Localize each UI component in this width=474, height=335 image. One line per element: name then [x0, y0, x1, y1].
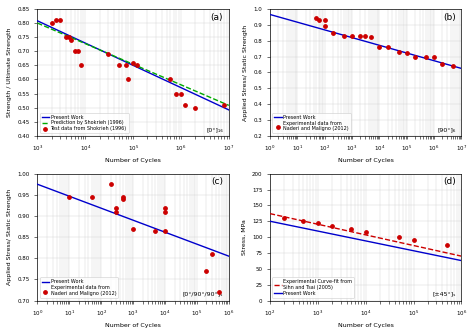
Experimental data from
Naderi and Maligno (2012)	[113, 209, 120, 214]
Legend: Present Work, Experimental data from
Naderi and Maligno (2012): Present Work, Experimental data from Nad…	[40, 277, 118, 298]
Experimental data from
Naderi and Maligno (2012)	[361, 33, 369, 39]
Test data from Shokrieh (1996)	[122, 63, 129, 68]
X-axis label: Number of Cycles: Number of Cycles	[338, 323, 394, 328]
Experimental data from
Naderi and Maligno (2012)	[315, 17, 322, 23]
Text: (c): (c)	[211, 178, 223, 187]
Legend: Present Work, Prediction by Shokrieh (1996), Test data from Shokrieh (1996): Present Work, Prediction by Shokrieh (19…	[40, 113, 128, 133]
Experimental data from
Naderi and Maligno (2012)	[203, 268, 210, 274]
Experimental data from
Naderi and Maligno (2012)	[120, 194, 128, 200]
Y-axis label: Stress, MPa: Stress, MPa	[241, 219, 246, 255]
Experimental data from
Naderi and Maligno (2012)	[321, 17, 328, 23]
Experimental data from
Naderi and Maligno (2012)	[449, 63, 457, 69]
Test data from Shokrieh (1996)	[173, 91, 180, 96]
Test data from Shokrieh (1996)	[129, 60, 137, 65]
Test data from Shokrieh (1996)	[56, 17, 64, 23]
Legend: Present Work, Experimental data from
Naderi and Maligno (2012): Present Work, Experimental data from Nad…	[273, 113, 351, 133]
Test data from Shokrieh (1996)	[63, 35, 70, 40]
X-axis label: Number of Cycles: Number of Cycles	[105, 158, 161, 163]
Experimental data from
Naderi and Maligno (2012)	[348, 33, 356, 39]
Experimental data from
Naderi and Maligno (2012)	[161, 209, 169, 214]
Experimental data from
Naderi and Maligno (2012)	[340, 33, 347, 39]
Test data from Shokrieh (1996)	[104, 51, 112, 57]
Text: [90°]₆: [90°]₆	[438, 127, 456, 132]
Test data from Shokrieh (1996)	[65, 35, 73, 40]
Text: [0°/90°/90°]ₛ: [0°/90°/90°]ₛ	[182, 292, 223, 297]
Text: (b): (b)	[443, 13, 456, 22]
Point	[300, 218, 307, 223]
Experimental data from
Naderi and Maligno (2012)	[129, 226, 137, 231]
Experimental data from
Naderi and Maligno (2012)	[321, 24, 328, 29]
Test data from Shokrieh (1996)	[220, 102, 228, 108]
Experimental data from
Naderi and Maligno (2012)	[329, 30, 337, 36]
Experimental data from
Naderi and Maligno (2012)	[430, 54, 438, 59]
Experimental data from
Naderi and Maligno (2012)	[88, 194, 95, 200]
Experimental data from
Naderi and Maligno (2012)	[403, 51, 410, 56]
Experimental data from
Naderi and Maligno (2012)	[161, 228, 169, 233]
Test data from Shokrieh (1996)	[133, 63, 141, 68]
Point	[281, 215, 288, 221]
Experimental data from
Naderi and Maligno (2012)	[120, 196, 128, 202]
Experimental data from
Naderi and Maligno (2012)	[208, 251, 216, 257]
Experimental data from
Naderi and Maligno (2012)	[356, 33, 364, 39]
Point	[443, 242, 451, 248]
Experimental data from
Naderi and Maligno (2012)	[107, 182, 115, 187]
Y-axis label: Strength / Ultimate Strength: Strength / Ultimate Strength	[7, 28, 12, 117]
Experimental data from
Naderi and Maligno (2012)	[65, 194, 73, 200]
Experimental data from
Naderi and Maligno (2012)	[422, 54, 429, 59]
Point	[395, 234, 403, 240]
Experimental data from
Naderi and Maligno (2012)	[395, 49, 402, 55]
Test data from Shokrieh (1996)	[115, 63, 122, 68]
Text: (d): (d)	[443, 178, 456, 187]
Experimental data from
Naderi and Maligno (2012)	[384, 44, 392, 50]
X-axis label: Number of Cycles: Number of Cycles	[338, 158, 394, 163]
Text: [0°]₁₆: [0°]₁₆	[206, 127, 223, 132]
Experimental data from
Naderi and Maligno (2012)	[438, 62, 446, 67]
Point	[328, 223, 336, 228]
Text: (a): (a)	[210, 13, 223, 22]
Point	[314, 220, 322, 226]
Test data from Shokrieh (1996)	[125, 77, 132, 82]
Legend: Experimental Curve-fit from
Sihn and Tsai (2005), Present Work: Experimental Curve-fit from Sihn and Tsa…	[273, 277, 354, 298]
Test data from Shokrieh (1996)	[53, 17, 60, 23]
Experimental data from
Naderi and Maligno (2012)	[375, 44, 383, 50]
Test data from Shokrieh (1996)	[166, 77, 174, 82]
Test data from Shokrieh (1996)	[74, 49, 82, 54]
Test data from Shokrieh (1996)	[71, 49, 78, 54]
Experimental data from
Naderi and Maligno (2012)	[161, 205, 169, 210]
Experimental data from
Naderi and Maligno (2012)	[367, 35, 375, 40]
Y-axis label: Applied Stress/ Static Strength: Applied Stress/ Static Strength	[7, 189, 12, 285]
Point	[362, 229, 370, 235]
Test data from Shokrieh (1996)	[177, 91, 185, 96]
Text: [±45°]ₛ: [±45°]ₛ	[432, 292, 456, 297]
Experimental data from
Naderi and Maligno (2012)	[313, 16, 320, 21]
Experimental data from
Naderi and Maligno (2012)	[411, 54, 419, 59]
Point	[410, 237, 418, 242]
X-axis label: Number of Cycles: Number of Cycles	[105, 323, 161, 328]
Test data from Shokrieh (1996)	[77, 63, 84, 68]
Point	[347, 226, 355, 231]
Test data from Shokrieh (1996)	[48, 20, 55, 26]
Test data from Shokrieh (1996)	[181, 102, 189, 108]
Y-axis label: Applied Stress/ Static Strength: Applied Stress/ Static Strength	[243, 24, 248, 121]
Test data from Shokrieh (1996)	[191, 105, 199, 110]
Experimental data from
Naderi and Maligno (2012)	[215, 289, 223, 295]
Experimental data from
Naderi and Maligno (2012)	[152, 228, 159, 233]
Test data from Shokrieh (1996)	[67, 37, 74, 43]
Experimental data from
Naderi and Maligno (2012)	[113, 205, 120, 210]
